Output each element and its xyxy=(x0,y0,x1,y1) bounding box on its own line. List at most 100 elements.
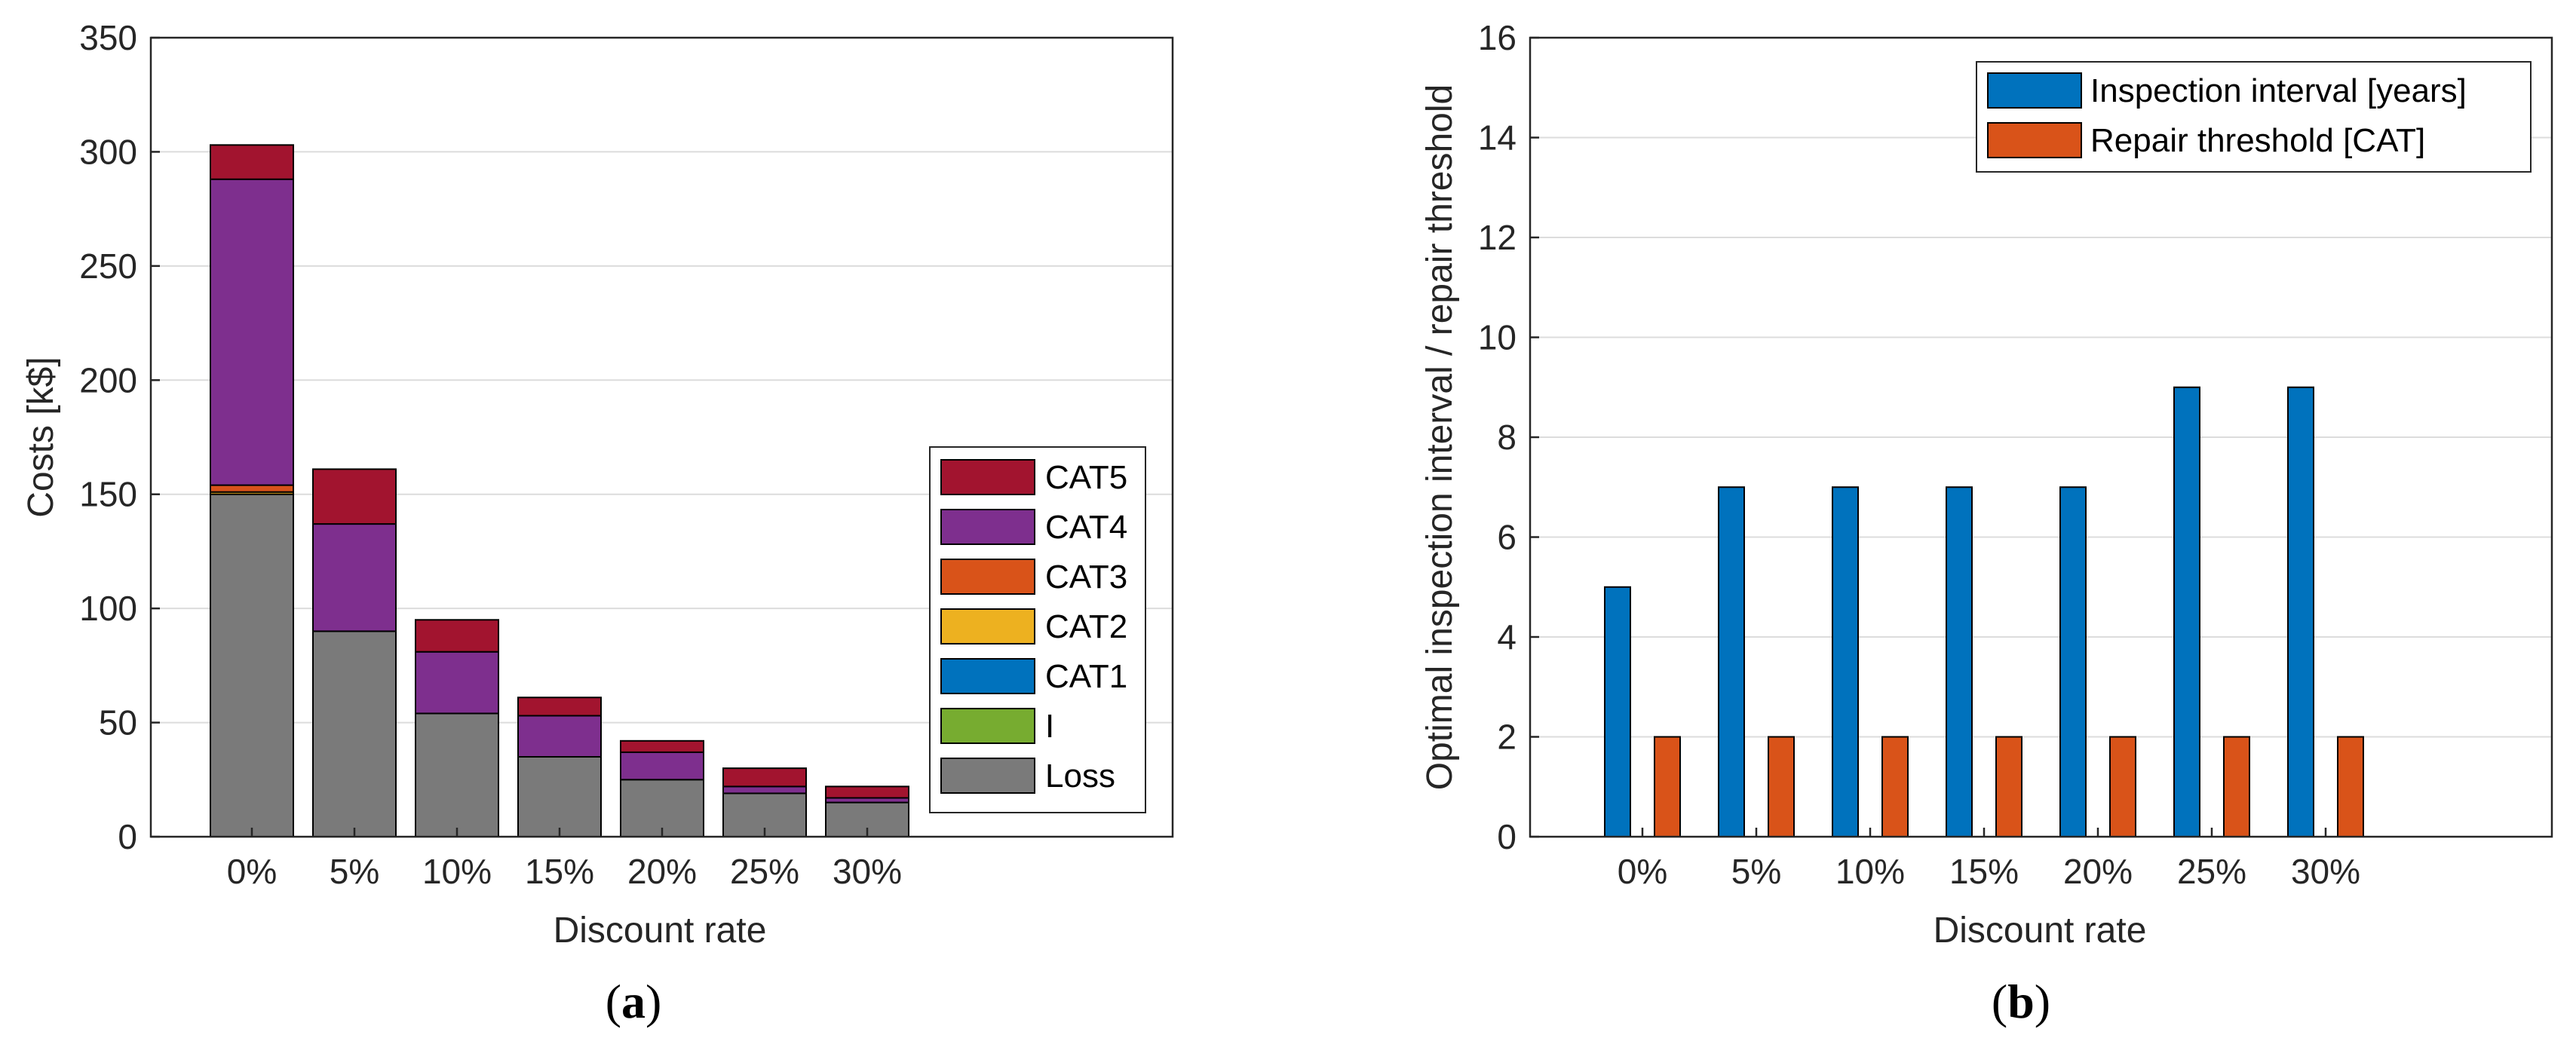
a-bar-loss-3 xyxy=(517,756,602,837)
caption-b-letter: b xyxy=(2007,975,2035,1028)
b-bar-repair-1 xyxy=(1768,736,1795,837)
caption-a: (a) xyxy=(606,975,662,1028)
a-y-tick-label: 50 xyxy=(99,703,137,742)
b-legend-label-1: Repair threshold [CAT] xyxy=(2090,122,2425,159)
b-y-tick-label: 4 xyxy=(1497,617,1516,657)
a-legend-label-cat4: CAT4 xyxy=(1045,509,1127,546)
panel-a: 0 50 100 150 200 250 300 350 0% 5% 10% 15% 20% 25% 30… xyxy=(21,18,1174,1028)
a-bar-cat5-3 xyxy=(517,697,602,717)
a-bar-cat4-4 xyxy=(620,751,704,781)
caption-b-close: ) xyxy=(2035,975,2050,1028)
b-x-tick-label: 20% xyxy=(2063,852,2133,891)
b-bar-repair-2 xyxy=(1881,736,1909,837)
b-bar-inspection-6 xyxy=(2287,386,2314,837)
b-bar-repair-3 xyxy=(1995,736,2022,837)
b-y-tick-label: 10 xyxy=(1478,318,1516,357)
a-y-tick-label: 0 xyxy=(118,817,137,856)
b-x-tick-label: 10% xyxy=(1835,852,1905,891)
a-y-tick-label: 300 xyxy=(79,132,137,171)
b-x-axis-label: Discount rate xyxy=(1934,911,2147,951)
a-legend-label-cat3: CAT3 xyxy=(1045,559,1127,596)
b-y-tick-label: 14 xyxy=(1478,118,1516,158)
a-bar-cat5-4 xyxy=(620,739,704,753)
b-bar-inspection-4 xyxy=(2059,486,2087,837)
b-legend-swatch-1 xyxy=(1987,122,2082,158)
b-legend: Inspection interval [years] Repair thresh… xyxy=(1976,61,2532,173)
a-y-tick-labels: 0 50 100 150 200 250 300 350 xyxy=(79,18,137,856)
b-x-tick-label: 0% xyxy=(1618,852,1667,891)
a-x-tick-label: 15% xyxy=(525,852,594,891)
b-bar-inspection-3 xyxy=(1946,486,1973,837)
b-gridlines xyxy=(1530,36,2552,838)
b-bar-inspection-2 xyxy=(1832,486,1859,837)
b-x-tick-label: 15% xyxy=(1949,852,2019,891)
b-bar-repair-5 xyxy=(2223,736,2250,837)
b-bar-repair-4 xyxy=(2109,736,2136,837)
b-y-tick-label: 2 xyxy=(1497,718,1516,757)
caption-a-close: ) xyxy=(646,975,661,1028)
a-bar-loss-1 xyxy=(312,630,397,838)
b-y-axis-label: Optimal inspection interval / repair thr… xyxy=(1420,84,1460,790)
a-legend-swatch-cat2 xyxy=(940,608,1035,645)
a-y-tick-label: 250 xyxy=(79,246,137,286)
a-legend-label-cat1: CAT1 xyxy=(1045,658,1127,695)
a-x-tick-labels: 0% 5% 10% 15% 20% 25% 30% xyxy=(227,828,902,891)
a-legend-swatch-cat3 xyxy=(940,559,1035,595)
b-x-tick-labels: 0% 5% 10% 15% 20% 25% 30% xyxy=(1618,828,2360,891)
a-legend-swatch-cat4 xyxy=(940,509,1035,545)
b-y-tick-label: 12 xyxy=(1478,218,1516,257)
a-bar-cat5-0 xyxy=(210,144,294,180)
a-bar-cat3-0 xyxy=(210,484,294,493)
a-bar-cat4-1 xyxy=(312,523,397,632)
b-y-tick-label: 0 xyxy=(1497,817,1516,856)
b-x-tick-label: 30% xyxy=(2291,852,2360,891)
b-bar-inspection-1 xyxy=(1718,486,1745,837)
a-bar-cat4-3 xyxy=(517,715,602,758)
b-x-tick-label: 5% xyxy=(1731,852,1781,891)
a-bar-cat4-5 xyxy=(722,785,807,795)
a-y-axis-label: Costs [k$] xyxy=(21,357,61,517)
b-legend-items: Inspection interval [years] Repair thresh… xyxy=(1987,72,2467,159)
a-x-tick-label: 25% xyxy=(730,852,799,891)
b-bar-repair-0 xyxy=(1654,736,1681,837)
b-y-tick-label: 16 xyxy=(1478,18,1516,57)
b-x-tick-label: 25% xyxy=(2177,852,2246,891)
a-bar-cat4-2 xyxy=(415,651,499,715)
a-bar-cat4-0 xyxy=(210,178,294,486)
a-y-tick-label: 100 xyxy=(79,589,137,628)
b-y-tick-label: 6 xyxy=(1497,518,1516,557)
a-x-tick-label: 30% xyxy=(833,852,902,891)
b-y-tick-label: 8 xyxy=(1497,418,1516,457)
a-bar-loss-4 xyxy=(620,779,704,838)
a-legend-label-loss: Loss xyxy=(1045,758,1115,795)
a-legend-swatch-cat1 xyxy=(940,658,1035,694)
a-legend-label-i: I xyxy=(1045,708,1054,745)
a-bar-cat5-1 xyxy=(312,468,397,525)
b-axes-frame xyxy=(1529,36,2553,838)
a-legend-swatch-loss xyxy=(940,758,1035,794)
a-legend-label-cat5: CAT5 xyxy=(1045,459,1127,496)
b-bar-inspection-5 xyxy=(2173,386,2200,837)
b-legend-label-0: Inspection interval [years] xyxy=(2090,72,2467,109)
b-legend-swatch-0 xyxy=(1987,72,2082,109)
a-y-tick-label: 200 xyxy=(79,360,137,400)
caption-a-open: ( xyxy=(606,975,621,1028)
a-x-tick-label: 0% xyxy=(227,852,277,891)
a-y-tick-label: 150 xyxy=(79,475,137,514)
a-x-axis-label: Discount rate xyxy=(554,911,767,951)
a-bar-cat5-2 xyxy=(415,619,499,653)
a-bar-loss-2 xyxy=(415,712,499,838)
a-bar-cat5-5 xyxy=(722,767,807,788)
b-bar-repair-6 xyxy=(2337,736,2364,837)
b-bar-inspection-0 xyxy=(1604,586,1631,837)
caption-b-open: ( xyxy=(1992,975,2007,1028)
a-bar-loss-0 xyxy=(210,493,294,837)
b-bars xyxy=(1604,386,2364,837)
a-legend-swatch-i xyxy=(940,708,1035,744)
a-x-tick-label: 20% xyxy=(627,852,697,891)
caption-b: (b) xyxy=(1992,975,2050,1028)
a-legend: CAT5 CAT4 CAT3 CAT2 CAT1 I Loss xyxy=(929,446,1146,813)
panel-b: 0 2 4 6 8 10 12 14 16 0% 5% 10% 15% 20% 25% 30% Discou… xyxy=(1420,18,2553,1028)
a-y-tick-label: 350 xyxy=(79,18,137,57)
